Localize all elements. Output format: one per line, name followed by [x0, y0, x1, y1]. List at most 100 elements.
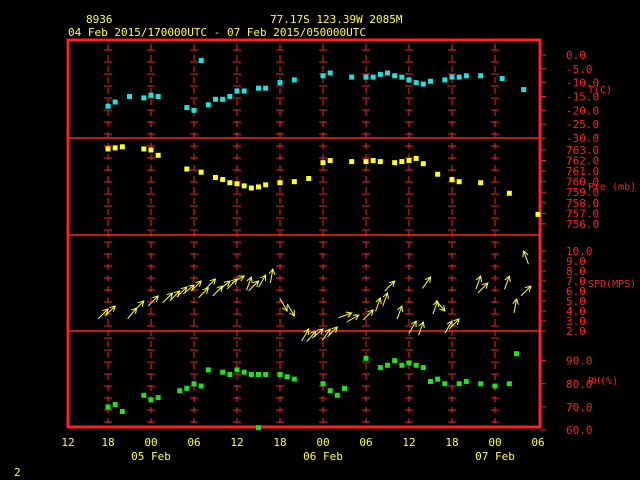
wind-arrow-shaft: [321, 328, 331, 341]
wind-arrow-shaft: [311, 328, 324, 339]
data-point: [327, 388, 333, 394]
data-point: [148, 147, 154, 153]
data-point: [514, 351, 519, 357]
wind-arrow-shaft: [176, 286, 188, 298]
wind-arrow-shaft: [504, 275, 510, 290]
wind-arrow-shaft: [190, 280, 202, 292]
data-point: [320, 73, 326, 79]
wind-arrow-shaft: [231, 275, 245, 284]
data-point: [342, 385, 347, 391]
data-point: [478, 73, 484, 79]
wind-arrow-shaft: [396, 305, 403, 320]
data-point: [141, 392, 147, 398]
wind-arrow-head: [303, 328, 310, 336]
wind-arrow-head: [453, 318, 460, 325]
data-point: [148, 397, 154, 403]
data-layer: [97, 58, 541, 431]
data-point: [227, 94, 233, 99]
data-point: [248, 185, 254, 191]
data-point: [291, 77, 297, 83]
y-tick-label: 7.0: [566, 275, 586, 288]
wind-arrow-head: [102, 308, 109, 315]
wind-arrow-shaft: [182, 284, 195, 295]
data-point: [141, 146, 147, 152]
wind-arrow-shaft: [418, 321, 424, 336]
panel-label: SPD(MPS): [588, 279, 636, 290]
data-point: [420, 161, 426, 167]
y-tick-label: 757.0: [566, 207, 599, 220]
data-point: [406, 77, 412, 83]
data-point: [263, 182, 269, 188]
data-point: [449, 74, 455, 80]
data-point: [413, 155, 419, 161]
data-point: [241, 88, 247, 94]
data-point: [198, 169, 204, 175]
wind-arrow-head: [317, 328, 324, 335]
data-point: [442, 381, 448, 387]
data-point: [141, 95, 147, 101]
wind-arrow-head: [252, 280, 260, 287]
data-point: [399, 362, 405, 368]
data-point: [256, 184, 261, 190]
station-id: 8936: [86, 13, 113, 26]
y-tick-label: 756.0: [566, 218, 599, 231]
data-point: [406, 158, 412, 164]
station-location: 77.17S 123.39W 2085M: [270, 13, 403, 26]
data-point: [442, 77, 448, 83]
data-point: [320, 381, 326, 387]
data-point: [377, 71, 383, 77]
data-point: [119, 144, 125, 150]
wind-arrow-head: [432, 300, 440, 308]
wind-arrow-head: [246, 276, 253, 284]
data-point: [363, 159, 369, 165]
x-tick-label: 12: [230, 436, 243, 449]
data-point: [234, 367, 240, 373]
wind-arrow-head: [375, 297, 382, 305]
data-point: [456, 74, 462, 80]
x-tick-label: 06: [187, 436, 200, 449]
data-point: [191, 107, 197, 113]
data-point: [435, 376, 441, 382]
data-point: [205, 367, 211, 373]
data-point: [227, 372, 233, 377]
data-point: [521, 87, 527, 93]
wind-arrow-shaft: [382, 292, 388, 307]
data-point: [377, 159, 383, 165]
wind-arrow-head: [216, 285, 224, 292]
x-tick-label: 12: [402, 436, 415, 449]
wind-arrow-shaft: [346, 314, 360, 323]
x-date-label: 07 Feb: [475, 450, 515, 463]
data-point: [499, 76, 505, 82]
y-tick-label: 758.0: [566, 197, 599, 210]
wind-arrow-shaft: [286, 303, 295, 317]
y-tick-label: 4.0: [566, 305, 586, 318]
y-tick-label: 5.0: [566, 295, 586, 308]
data-point: [478, 381, 484, 387]
data-point: [334, 392, 340, 398]
data-point: [184, 105, 190, 111]
y-tick-label: -15.0: [566, 91, 599, 104]
wind-arrow-shaft: [162, 292, 173, 304]
wind-arrow-head: [367, 309, 374, 316]
data-point: [213, 174, 218, 180]
x-tick-label: 06: [531, 436, 544, 449]
wind-arrow-shaft: [279, 298, 288, 312]
data-point: [349, 74, 355, 80]
y-tick-label: 8.0: [566, 265, 586, 278]
panel-label: T(C): [588, 85, 612, 96]
data-point: [435, 171, 441, 177]
data-point: [198, 383, 204, 389]
data-point: [277, 372, 283, 377]
data-point: [535, 211, 541, 217]
time-period: 04 Feb 2015/170000UTC - 07 Feb 2015/0500…: [68, 26, 366, 39]
y-tick-label: 10.0: [566, 245, 593, 258]
x-date-label: 06 Feb: [303, 450, 343, 463]
wind-arrow-shaft: [133, 300, 145, 312]
wind-arrow-shaft: [475, 275, 482, 290]
wind-arrow-shaft: [169, 290, 181, 302]
data-point: [241, 369, 247, 375]
data-point: [428, 78, 433, 84]
data-point: [349, 159, 355, 165]
wind-arrow-head: [238, 275, 246, 282]
data-point: [399, 74, 405, 80]
